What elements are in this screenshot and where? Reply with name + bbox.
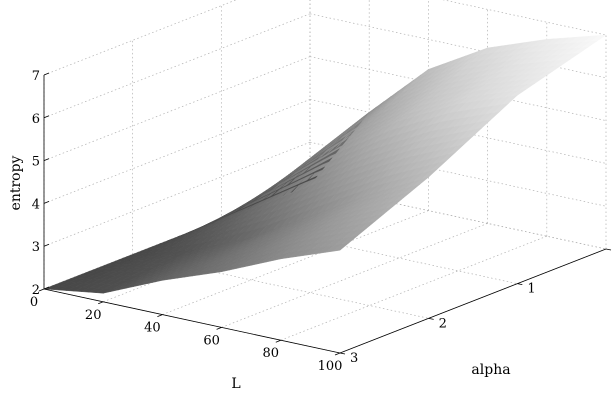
axes-frame: [43, 75, 607, 354]
z-tick-mark: [43, 115, 50, 119]
x-axis-line: [43, 288, 341, 354]
grid-line-floor: [309, 184, 607, 250]
z-tick-label: 4: [32, 197, 40, 212]
y-axis-line: [339, 248, 607, 354]
y-tick-mark: [605, 248, 612, 251]
z-tick-label: 7: [32, 69, 40, 84]
grid-line-back-wall: [309, 99, 607, 164]
grid-line-floor: [132, 253, 429, 319]
x-axis-label: L: [231, 376, 240, 392]
z-tick-mark: [43, 243, 50, 247]
x-tick-label: 0: [30, 295, 38, 310]
grid-line-back-wall: [309, 56, 607, 121]
grid-line-left-wall: [43, 0, 237, 76]
grid-line-left-wall: [43, 56, 311, 161]
grid-line-floor: [221, 219, 518, 285]
x-tick-mark: [98, 301, 104, 305]
z-tick-label: 3: [32, 240, 40, 255]
grid-line-back-wall: [442, 0, 607, 36]
z-tick-label: 6: [32, 112, 40, 127]
y-tick-label: 1: [527, 282, 535, 297]
z-tick-label: 5: [32, 155, 40, 170]
y-tick-mark: [517, 283, 523, 286]
y-tick-label: 3: [350, 351, 358, 366]
z-tick-mark: [43, 158, 50, 161]
y-tick-label: 2: [439, 316, 447, 331]
z-axis-label: entropy: [8, 155, 24, 210]
grid-line-back-wall: [309, 141, 607, 207]
x-tick-label: 40: [144, 321, 161, 336]
grid-line-left-wall: [43, 13, 311, 119]
x-tick-mark: [334, 352, 341, 356]
x-tick-label: 60: [203, 333, 220, 348]
x-tick-label: 80: [263, 346, 280, 361]
x-tick-mark: [38, 288, 45, 292]
x-tick-mark: [275, 339, 281, 343]
z-tick-mark: [43, 201, 50, 204]
x-tick-label: 100: [318, 359, 343, 374]
surface-layer: [43, 34, 607, 294]
y-tick-mark: [428, 317, 434, 320]
z-tick-mark: [43, 286, 50, 290]
y-tick-mark: [339, 352, 346, 355]
y-axis-label: alpha: [471, 362, 510, 378]
x-tick-mark: [157, 314, 163, 317]
x-tick-label: 20: [85, 308, 102, 323]
z-tick-mark: [43, 72, 50, 76]
z-tick-label: 2: [32, 283, 40, 298]
x-tick-mark: [216, 327, 222, 330]
ticks-layer: 0204060801000123234567: [30, 69, 612, 374]
surface-patch: [95, 288, 113, 294]
